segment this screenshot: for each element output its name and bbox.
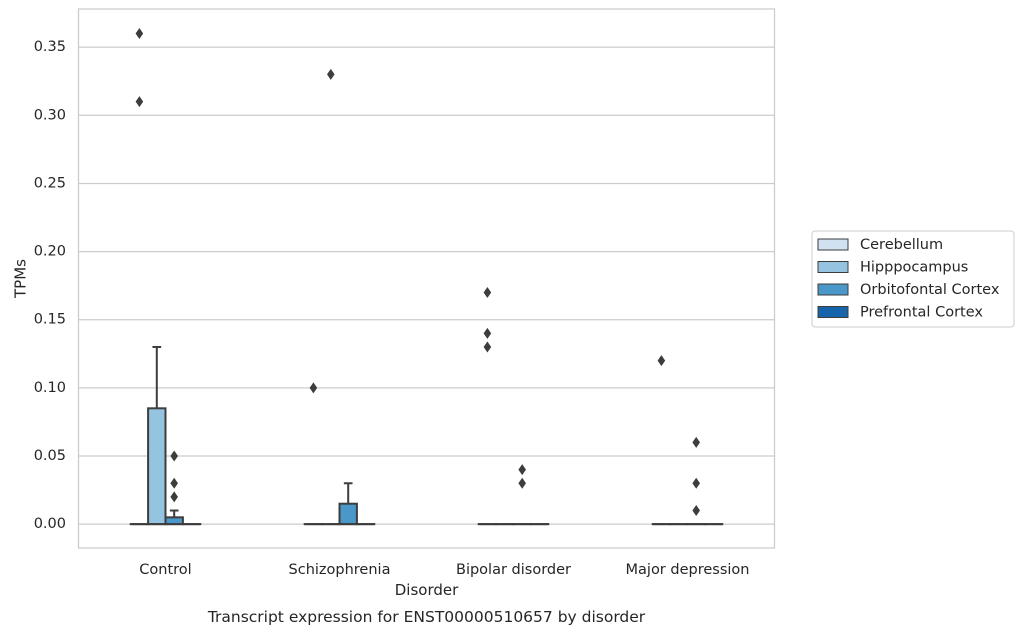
x-tick-label: Schizophrenia (289, 562, 391, 578)
box-orbitofontal-cortex (164, 450, 184, 526)
legend-swatch (817, 261, 849, 273)
plot-frame (77, 8, 776, 549)
x-tick-label: Major depression (626, 562, 750, 578)
box-hipppocampus (147, 345, 167, 526)
gridlines (78, 46, 775, 525)
y-tick-label: 0.00 (34, 516, 66, 532)
legend-swatch (817, 283, 849, 296)
outlier-point (135, 28, 144, 40)
y-tick-label: 0.10 (34, 380, 66, 396)
legend-swatch (817, 238, 849, 251)
outlier-point (657, 355, 666, 367)
x-tick-label: Control (139, 562, 191, 578)
y-tick-label: 0.30 (34, 107, 66, 123)
y-tick-label: 0.20 (34, 244, 66, 260)
box-orbitofontal-cortex (686, 436, 706, 526)
box-body (164, 516, 184, 526)
outlier-point (692, 505, 700, 517)
y-tick-label: 0.25 (34, 175, 66, 191)
box-body (338, 502, 358, 526)
legend-label: Hipppocampus (860, 260, 968, 276)
x-axis-label: Disorder (395, 581, 459, 599)
y-axis-label: TPMs (12, 259, 30, 299)
box-series (129, 28, 724, 526)
legend: Cerebellum Hipppocampus Orbitofontal Corte… (811, 230, 1015, 328)
outlier-point (135, 96, 144, 108)
legend-label: Orbitofontal Cortex (860, 282, 1000, 298)
y-axis-ticks: 0.00 0.05 0.10 0.15 0.20 0.25 0.30 0.35 (34, 39, 66, 532)
x-axis-ticks: Control Schizophrenia Bipolar disorder Majo… (139, 562, 749, 578)
outlier-point (483, 286, 492, 298)
legend-swatch (817, 306, 849, 318)
outlier-point (170, 450, 178, 462)
chart-title: Transcript expression for ENST0000051065… (207, 608, 646, 626)
legend-frame (811, 230, 1015, 328)
outlier-point (483, 341, 492, 353)
plot-area (78, 9, 775, 548)
box-cerebellum (651, 355, 672, 526)
outlier-point (692, 477, 700, 489)
outlier-point (518, 464, 526, 476)
box-body (147, 407, 167, 526)
legend-label: Prefrontal Cortex (860, 305, 983, 321)
outlier-point (170, 491, 178, 503)
y-tick-label: 0.05 (34, 448, 66, 464)
outlier-point (518, 477, 526, 489)
outlier-point (309, 382, 318, 394)
x-tick-label: Bipolar disorder (456, 562, 571, 578)
outlier-point (327, 68, 335, 80)
y-tick-label: 0.35 (34, 39, 66, 55)
outlier-point (692, 436, 700, 448)
box-orbitofontal-cortex (338, 482, 358, 526)
y-tick-label: 0.15 (34, 312, 66, 328)
outlier-point (483, 327, 492, 339)
box-cerebellum (477, 286, 498, 526)
legend-label: Cerebellum (860, 237, 943, 253)
outlier-point (170, 477, 178, 489)
